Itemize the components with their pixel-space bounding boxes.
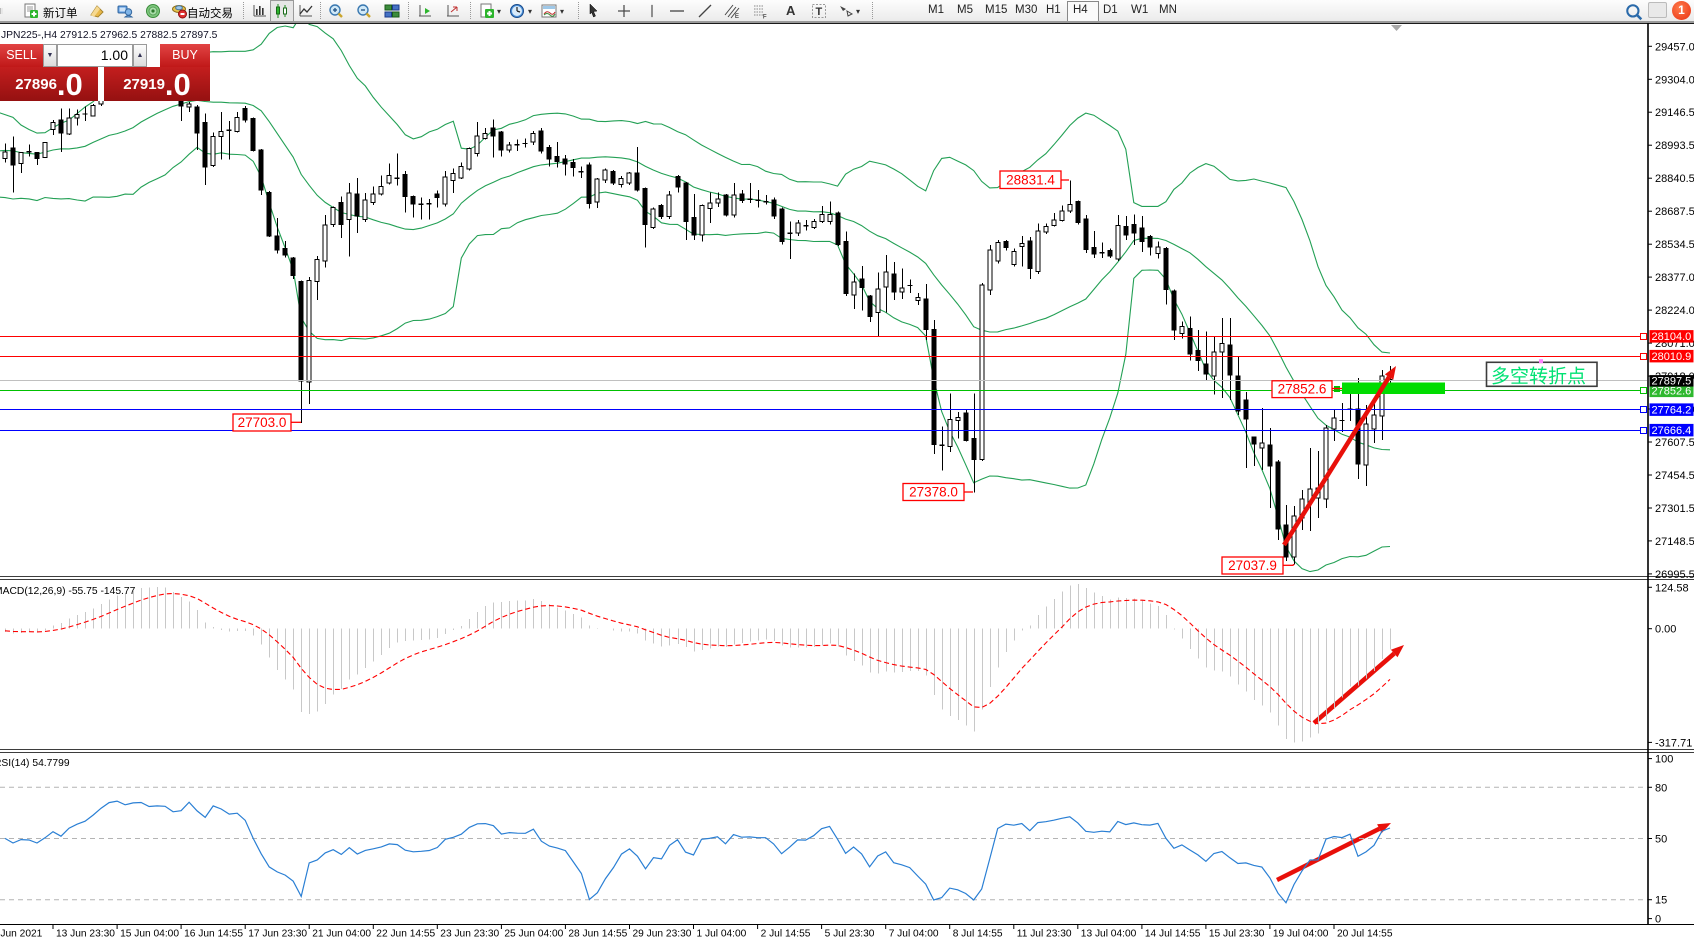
svg-text:13 Jul 04:00: 13 Jul 04:00 bbox=[1081, 929, 1137, 940]
svg-text:28377.0: 28377.0 bbox=[1655, 272, 1694, 284]
svg-text:14 Jul 14:55: 14 Jul 14:55 bbox=[1145, 929, 1201, 940]
svg-text:27703.0: 27703.0 bbox=[238, 415, 287, 430]
svg-text:28534.5: 28534.5 bbox=[1655, 239, 1694, 251]
svg-text:27301.5: 27301.5 bbox=[1655, 503, 1694, 515]
svg-text:28010.9: 28010.9 bbox=[1652, 351, 1692, 363]
svg-text:11 Jul 23:30: 11 Jul 23:30 bbox=[1017, 929, 1072, 940]
svg-text:28993.5: 28993.5 bbox=[1655, 140, 1694, 152]
svg-text:25 Jun 04:00: 25 Jun 04:00 bbox=[504, 929, 563, 940]
svg-text:2 Jul 14:55: 2 Jul 14:55 bbox=[761, 929, 811, 940]
svg-text:27454.5: 27454.5 bbox=[1655, 470, 1694, 482]
svg-text:124.58: 124.58 bbox=[1655, 582, 1689, 594]
svg-text:0.00: 0.00 bbox=[1655, 624, 1676, 636]
svg-text:28687.5: 28687.5 bbox=[1655, 206, 1694, 218]
svg-text:多空转折点: 多空转折点 bbox=[1491, 366, 1586, 388]
svg-text:27852.6: 27852.6 bbox=[1278, 381, 1327, 396]
svg-text:27764.2: 27764.2 bbox=[1652, 404, 1692, 416]
svg-text:100: 100 bbox=[1655, 754, 1673, 766]
svg-text:27897.5: 27897.5 bbox=[1652, 375, 1692, 387]
svg-text:17 Jun 23:30: 17 Jun 23:30 bbox=[248, 929, 307, 940]
svg-text:7 Jul 04:00: 7 Jul 04:00 bbox=[889, 929, 939, 940]
svg-text:26995.5: 26995.5 bbox=[1655, 569, 1694, 581]
svg-text:28 Jun 14:55: 28 Jun 14:55 bbox=[568, 929, 627, 940]
svg-text:28840.5: 28840.5 bbox=[1655, 173, 1694, 185]
svg-text:27148.5: 27148.5 bbox=[1655, 536, 1694, 548]
svg-text:23 Jun 23:30: 23 Jun 23:30 bbox=[440, 929, 499, 940]
svg-text:1 Jul 04:00: 1 Jul 04:00 bbox=[697, 929, 747, 940]
svg-text:29 Jun 23:30: 29 Jun 23:30 bbox=[633, 929, 692, 940]
svg-text:27852.6: 27852.6 bbox=[1652, 386, 1692, 398]
svg-text:27666.4: 27666.4 bbox=[1652, 425, 1692, 437]
svg-text:15: 15 bbox=[1655, 895, 1667, 907]
svg-text:5 Jul 23:30: 5 Jul 23:30 bbox=[825, 929, 875, 940]
svg-text:22 Jun 14:55: 22 Jun 14:55 bbox=[376, 929, 435, 940]
svg-text:19 Jul 04:00: 19 Jul 04:00 bbox=[1273, 929, 1329, 940]
svg-text:8 Jul 14:55: 8 Jul 14:55 bbox=[953, 929, 1003, 940]
svg-text:50: 50 bbox=[1655, 834, 1667, 846]
svg-text:11 Jun 2021: 11 Jun 2021 bbox=[0, 929, 43, 940]
svg-text:15 Jun 04:00: 15 Jun 04:00 bbox=[120, 929, 179, 940]
svg-text:29457.0: 29457.0 bbox=[1655, 41, 1694, 53]
svg-text:20 Jul 14:55: 20 Jul 14:55 bbox=[1337, 929, 1393, 940]
svg-text:29146.5: 29146.5 bbox=[1655, 107, 1694, 119]
svg-text:T: T bbox=[816, 6, 823, 18]
svg-text:MACD(12,26,9) -55.75 -145.77: MACD(12,26,9) -55.75 -145.77 bbox=[0, 586, 136, 597]
svg-text:15 Jul 23:30: 15 Jul 23:30 bbox=[1209, 929, 1265, 940]
svg-text:E: E bbox=[735, 14, 739, 19]
svg-text:16 Jun 14:55: 16 Jun 14:55 bbox=[184, 929, 243, 940]
svg-text:21 Jun 04:00: 21 Jun 04:00 bbox=[312, 929, 371, 940]
svg-text:-317.71: -317.71 bbox=[1655, 737, 1692, 749]
svg-text:27037.9: 27037.9 bbox=[1228, 558, 1277, 573]
svg-text:28104.0: 28104.0 bbox=[1652, 331, 1692, 343]
svg-text:13 Jun 23:30: 13 Jun 23:30 bbox=[56, 929, 115, 940]
svg-text:RSI(14) 54.7799: RSI(14) 54.7799 bbox=[0, 758, 70, 769]
svg-text:28224.0: 28224.0 bbox=[1655, 305, 1694, 317]
svg-text:80: 80 bbox=[1655, 782, 1667, 794]
svg-text:28831.4: 28831.4 bbox=[1006, 172, 1055, 187]
svg-text:F: F bbox=[763, 15, 767, 20]
svg-text:27378.0: 27378.0 bbox=[909, 484, 958, 499]
svg-text:JPN225-,H4 27912.5 27962.5 27: JPN225-,H4 27912.5 27962.5 27882.5 27897… bbox=[1, 30, 218, 41]
svg-text:29304.0: 29304.0 bbox=[1655, 74, 1694, 86]
svg-text:27607.5: 27607.5 bbox=[1655, 437, 1694, 449]
svg-text:0: 0 bbox=[1655, 914, 1661, 926]
